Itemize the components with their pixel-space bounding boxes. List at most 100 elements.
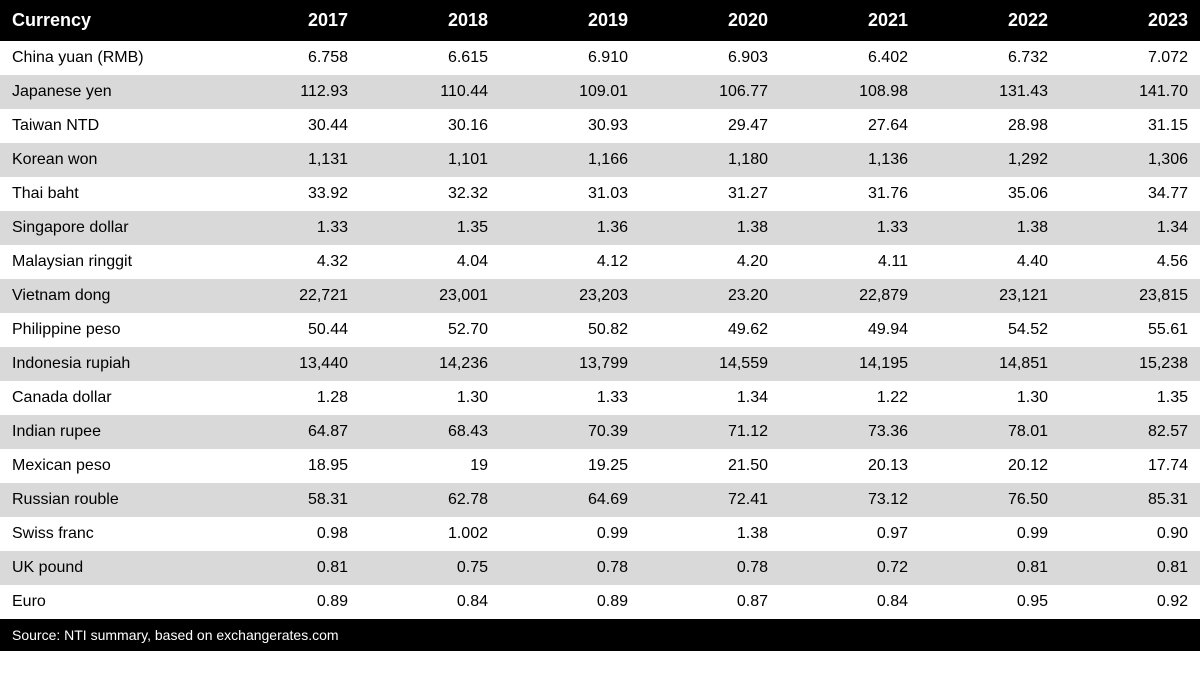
table-row: Malaysian ringgit4.324.044.124.204.114.4…	[0, 245, 1200, 279]
table-row: Euro0.890.840.890.870.840.950.92	[0, 585, 1200, 619]
value-cell: 34.77	[1060, 177, 1200, 211]
value-cell: 1,166	[500, 143, 640, 177]
value-cell: 1,101	[360, 143, 500, 177]
currency-name-cell: UK pound	[0, 551, 220, 585]
value-cell: 18.95	[220, 449, 360, 483]
value-cell: 4.11	[780, 245, 920, 279]
value-cell: 31.03	[500, 177, 640, 211]
currency-name-cell: Indian rupee	[0, 415, 220, 449]
value-cell: 31.27	[640, 177, 780, 211]
value-cell: 4.12	[500, 245, 640, 279]
value-cell: 19	[360, 449, 500, 483]
value-cell: 14,195	[780, 347, 920, 381]
value-cell: 6.910	[500, 41, 640, 75]
value-cell: 73.12	[780, 483, 920, 517]
value-cell: 20.12	[920, 449, 1060, 483]
value-cell: 4.04	[360, 245, 500, 279]
col-header-year: 2022	[920, 0, 1060, 41]
currency-name-cell: China yuan (RMB)	[0, 41, 220, 75]
value-cell: 29.47	[640, 109, 780, 143]
value-cell: 112.93	[220, 75, 360, 109]
value-cell: 0.95	[920, 585, 1060, 619]
currency-name-cell: Swiss franc	[0, 517, 220, 551]
value-cell: 1,131	[220, 143, 360, 177]
value-cell: 73.36	[780, 415, 920, 449]
value-cell: 1.22	[780, 381, 920, 415]
value-cell: 20.13	[780, 449, 920, 483]
value-cell: 1,180	[640, 143, 780, 177]
currency-name-cell: Mexican peso	[0, 449, 220, 483]
value-cell: 13,799	[500, 347, 640, 381]
value-cell: 0.97	[780, 517, 920, 551]
currency-name-cell: Malaysian ringgit	[0, 245, 220, 279]
col-header-year: 2017	[220, 0, 360, 41]
currency-table-container: Currency2017201820192020202120222023 Chi…	[0, 0, 1200, 651]
source-text: Source: NTI summary, based on exchangera…	[0, 619, 1200, 651]
table-row: Vietnam dong22,72123,00123,20323.2022,87…	[0, 279, 1200, 313]
table-row: Thai baht33.9232.3231.0331.2731.7635.063…	[0, 177, 1200, 211]
currency-name-cell: Singapore dollar	[0, 211, 220, 245]
value-cell: 0.72	[780, 551, 920, 585]
col-header-year: 2019	[500, 0, 640, 41]
table-row: Taiwan NTD30.4430.1630.9329.4727.6428.98…	[0, 109, 1200, 143]
currency-table: Currency2017201820192020202120222023 Chi…	[0, 0, 1200, 651]
value-cell: 0.84	[780, 585, 920, 619]
value-cell: 30.16	[360, 109, 500, 143]
value-cell: 27.64	[780, 109, 920, 143]
value-cell: 0.81	[920, 551, 1060, 585]
value-cell: 54.52	[920, 313, 1060, 347]
table-row: Mexican peso18.951919.2521.5020.1320.121…	[0, 449, 1200, 483]
value-cell: 4.56	[1060, 245, 1200, 279]
value-cell: 1.30	[920, 381, 1060, 415]
value-cell: 110.44	[360, 75, 500, 109]
value-cell: 106.77	[640, 75, 780, 109]
value-cell: 6.758	[220, 41, 360, 75]
value-cell: 1,136	[780, 143, 920, 177]
table-row: Indonesia rupiah13,44014,23613,79914,559…	[0, 347, 1200, 381]
value-cell: 31.76	[780, 177, 920, 211]
value-cell: 1.36	[500, 211, 640, 245]
value-cell: 1,292	[920, 143, 1060, 177]
value-cell: 50.44	[220, 313, 360, 347]
value-cell: 33.92	[220, 177, 360, 211]
table-row: China yuan (RMB)6.7586.6156.9106.9036.40…	[0, 41, 1200, 75]
value-cell: 22,721	[220, 279, 360, 313]
value-cell: 72.41	[640, 483, 780, 517]
value-cell: 22,879	[780, 279, 920, 313]
currency-name-cell: Thai baht	[0, 177, 220, 211]
value-cell: 23,815	[1060, 279, 1200, 313]
value-cell: 71.12	[640, 415, 780, 449]
value-cell: 64.87	[220, 415, 360, 449]
value-cell: 6.402	[780, 41, 920, 75]
table-row: Swiss franc0.981.0020.991.380.970.990.90	[0, 517, 1200, 551]
table-row: Canada dollar1.281.301.331.341.221.301.3…	[0, 381, 1200, 415]
value-cell: 7.072	[1060, 41, 1200, 75]
value-cell: 1,306	[1060, 143, 1200, 177]
value-cell: 58.31	[220, 483, 360, 517]
value-cell: 23,001	[360, 279, 500, 313]
value-cell: 6.732	[920, 41, 1060, 75]
value-cell: 52.70	[360, 313, 500, 347]
value-cell: 1.38	[920, 211, 1060, 245]
value-cell: 0.99	[920, 517, 1060, 551]
value-cell: 64.69	[500, 483, 640, 517]
value-cell: 0.90	[1060, 517, 1200, 551]
value-cell: 141.70	[1060, 75, 1200, 109]
value-cell: 78.01	[920, 415, 1060, 449]
currency-name-cell: Russian rouble	[0, 483, 220, 517]
col-header-year: 2023	[1060, 0, 1200, 41]
col-header-year: 2020	[640, 0, 780, 41]
value-cell: 0.78	[500, 551, 640, 585]
table-header: Currency2017201820192020202120222023	[0, 0, 1200, 41]
currency-name-cell: Canada dollar	[0, 381, 220, 415]
value-cell: 1.35	[1060, 381, 1200, 415]
value-cell: 6.615	[360, 41, 500, 75]
value-cell: 4.32	[220, 245, 360, 279]
value-cell: 23.20	[640, 279, 780, 313]
value-cell: 49.94	[780, 313, 920, 347]
currency-name-cell: Vietnam dong	[0, 279, 220, 313]
value-cell: 131.43	[920, 75, 1060, 109]
value-cell: 1.38	[640, 211, 780, 245]
currency-name-cell: Japanese yen	[0, 75, 220, 109]
value-cell: 1.34	[640, 381, 780, 415]
